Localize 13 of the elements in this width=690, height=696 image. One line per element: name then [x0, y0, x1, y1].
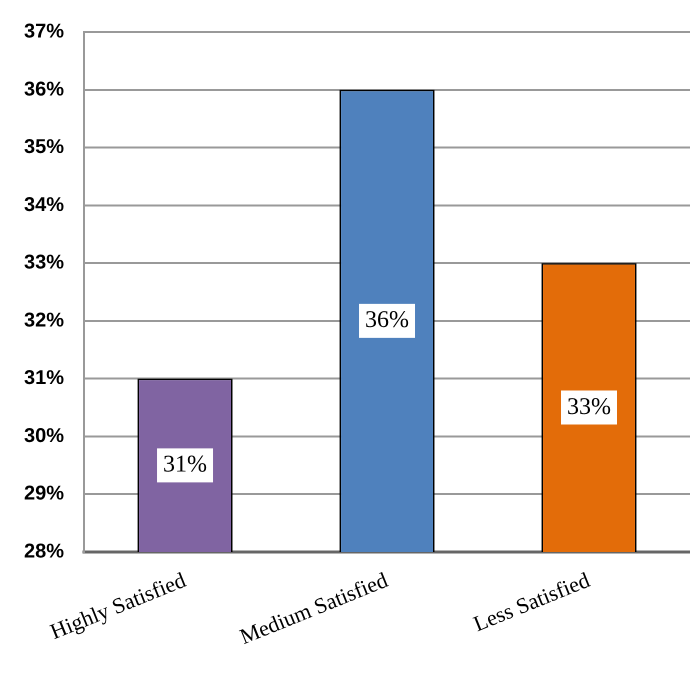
y-tick-label: 33% — [24, 252, 64, 274]
y-tick-label: 29% — [24, 482, 64, 505]
y-tick-label: 34% — [24, 194, 64, 216]
data-label: 33% — [567, 394, 612, 420]
data-label: 36% — [365, 307, 410, 334]
y-tick-label: 30% — [24, 424, 64, 447]
y-tick-label: 37% — [24, 20, 64, 43]
y-tick-label: 28% — [24, 540, 64, 563]
data-label: 31% — [163, 452, 208, 478]
y-tick-label: 32% — [24, 309, 64, 332]
y-tick-label: 36% — [24, 78, 64, 100]
y-tick-label: 31% — [24, 367, 64, 390]
y-tick-label: 35% — [24, 136, 64, 158]
